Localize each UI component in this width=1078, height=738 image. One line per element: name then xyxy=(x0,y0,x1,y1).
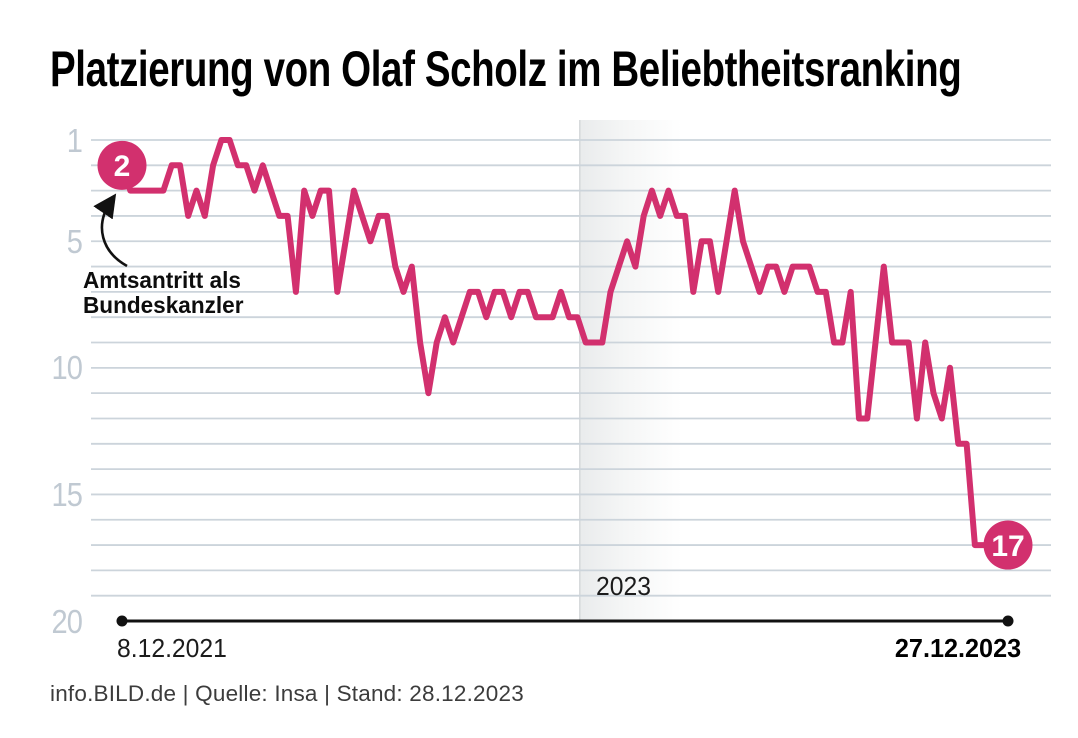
y-axis-tick-1: 1 xyxy=(66,121,83,159)
y-axis-tick-10: 10 xyxy=(51,349,82,387)
year-band-edge xyxy=(579,120,581,621)
y-axis-tick-20: 20 xyxy=(51,602,82,640)
axis-end-dot xyxy=(1002,615,1014,627)
x-axis-start-label: 8.12.2021 xyxy=(117,633,227,663)
source-footer: info.BILD.de | Quelle: Insa | Stand: 28.… xyxy=(50,681,524,706)
chart-title: Platzierung von Olaf Scholz im Beliebthe… xyxy=(50,41,962,97)
gridlines xyxy=(91,139,1051,597)
annotation-line1: Amtsantritt als xyxy=(83,267,241,293)
axis-start-dot xyxy=(116,615,128,627)
annotation-line2: Bundeskanzler xyxy=(83,292,244,318)
start-marker-value: 2 xyxy=(114,150,131,183)
year-divider-label: 2023 xyxy=(596,571,651,601)
y-axis-tick-5: 5 xyxy=(66,222,83,260)
end-marker-circle xyxy=(983,520,1033,570)
annotation-arrow xyxy=(93,193,128,268)
x-axis-end-label: 27.12.2023 xyxy=(894,633,1021,663)
ranking-line xyxy=(119,137,1011,549)
value-markers: 2 17 xyxy=(97,140,1033,570)
x-axis xyxy=(116,615,1014,627)
end-marker-value: 17 xyxy=(991,530,1024,563)
y-axis-tick-15: 15 xyxy=(51,475,82,513)
annotation-text: Amtsantritt als Bundeskanzler xyxy=(83,268,243,318)
start-marker-circle xyxy=(97,140,147,190)
